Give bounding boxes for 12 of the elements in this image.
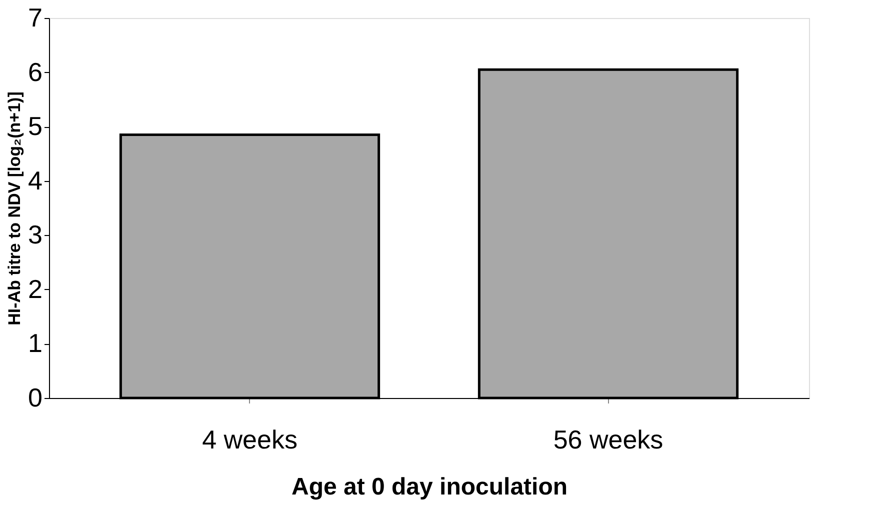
y-tick-label: 3	[28, 220, 42, 250]
x-tick-label: 4 weeks	[202, 424, 298, 454]
y-tick-label: 5	[28, 111, 42, 142]
x-tick-label: 56 weeks	[553, 424, 664, 454]
y-axis-title: HI-Ab titre to NDV [log₂(n+1)]	[5, 92, 24, 326]
y-tick-label: 1	[28, 328, 42, 358]
y-tick-label: 6	[28, 56, 42, 87]
x-axis-title: Age at 0 day inoculation	[291, 474, 568, 500]
y-tick-label: 0	[28, 382, 42, 412]
y-tick-label: 7	[28, 2, 42, 32]
y-tick-label: 2	[28, 274, 42, 304]
y-tick-label: 4	[28, 165, 42, 196]
